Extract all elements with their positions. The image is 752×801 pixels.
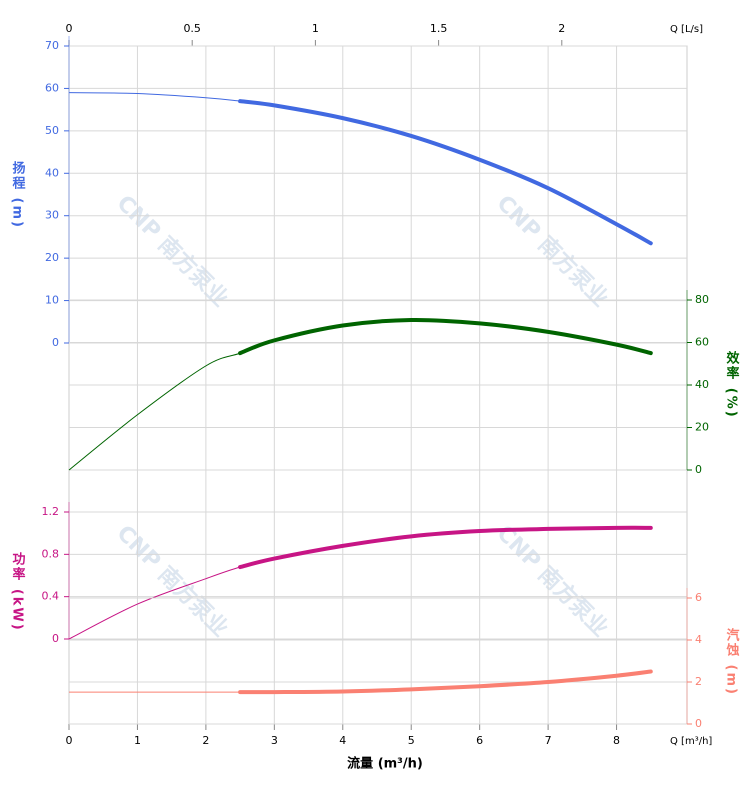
x2-tick-label: 1 [312, 22, 319, 35]
operating-curve [238, 317, 653, 356]
x-axis-label: 流量 (m³/h) [347, 756, 423, 772]
x2-tick-label: 0.5 [183, 22, 201, 35]
x-tick-label: 3 [271, 734, 278, 747]
y-tick-label: 0 [695, 717, 702, 730]
y-tick-label: 70 [45, 39, 59, 52]
x-tick-label: 6 [476, 734, 483, 747]
y-axis-label: 效率 (%) [724, 351, 740, 419]
y-tick-label: 20 [45, 251, 59, 264]
y-tick-label: 4 [695, 633, 702, 646]
y-tick-label: 2 [695, 675, 702, 688]
y-tick-label: 20 [695, 421, 709, 434]
y-tick-label: 60 [45, 81, 59, 94]
y-tick-label: 0 [52, 336, 59, 349]
y-tick-label: 30 [45, 209, 59, 222]
x-tick-label: 7 [545, 734, 552, 747]
operating-curve [238, 525, 653, 570]
y-tick-label: 6 [695, 591, 702, 604]
x-tick-label: 0 [66, 734, 73, 747]
y-tick-label: 50 [45, 124, 59, 137]
x-tick-label: 2 [202, 734, 209, 747]
x-tick-label: 1 [134, 734, 141, 747]
y-axis-label: 功率 (kW) [10, 552, 26, 631]
y-tick-label: 0 [52, 632, 59, 645]
y-axis-label: 扬程 (m) [10, 160, 26, 229]
y-tick-label: 80 [695, 293, 709, 306]
operating-curve [238, 99, 653, 246]
y-tick-label: 0.4 [42, 590, 60, 603]
operating-curve [238, 669, 653, 695]
x2-tick-label: 1.5 [430, 22, 448, 35]
y-tick-label: 40 [45, 166, 59, 179]
y-tick-label: 0.8 [42, 547, 60, 560]
x-tick-label: 5 [408, 734, 415, 747]
y-tick-label: 10 [45, 294, 59, 307]
x2-tick-label: 2 [558, 22, 565, 35]
x-tick-label: 4 [339, 734, 346, 747]
x2-unit-label: Q [L/s] [670, 24, 703, 35]
y-axis-label: 汽蚀 (m) [724, 627, 741, 696]
x-tick-label: 8 [613, 734, 620, 747]
y-tick-label: 0 [695, 463, 702, 476]
x2-tick-label: 0 [66, 22, 73, 35]
x-unit-label: Q [m³/h] [670, 736, 712, 747]
y-tick-label: 60 [695, 336, 709, 349]
y-tick-label: 1.2 [42, 505, 60, 518]
y-tick-label: 40 [695, 378, 709, 391]
